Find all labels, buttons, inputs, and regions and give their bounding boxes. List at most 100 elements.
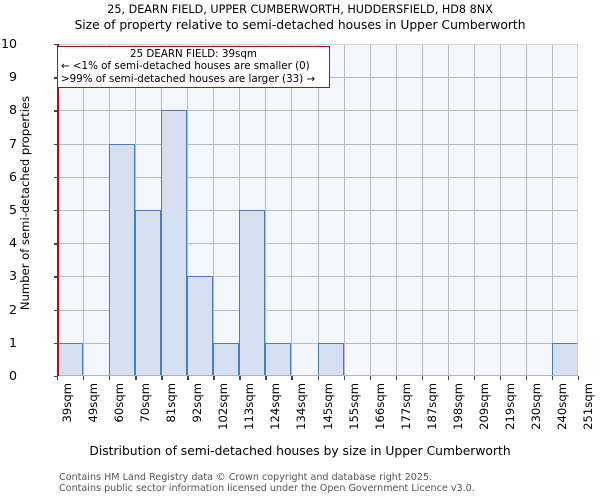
gridline-vertical <box>551 44 553 376</box>
x-tick-label: 70sqm <box>138 383 153 423</box>
y-tick-mark <box>53 376 57 378</box>
gridline-vertical <box>213 44 215 376</box>
y-tick-label: 6 <box>8 168 17 184</box>
x-tick-label: 166sqm <box>372 383 387 430</box>
gridline-horizontal <box>57 309 578 311</box>
histogram-bar <box>213 342 240 376</box>
x-tick-label: 145sqm <box>320 383 335 430</box>
y-tick-label: 10 <box>0 36 17 51</box>
annotation-larger-text: >99% of semi-detached houses are larger … <box>61 72 316 85</box>
gridline-vertical <box>525 44 527 376</box>
x-tick-label: 60sqm <box>112 383 127 423</box>
gridline-vertical <box>161 44 163 376</box>
y-tick-label: 4 <box>8 235 17 251</box>
annotation-title: 25 DEARN FIELD: 39sqm <box>130 48 257 60</box>
x-tick-label: 198sqm <box>450 383 465 430</box>
plot-area <box>57 44 578 376</box>
x-tick-mark <box>291 376 293 380</box>
x-tick-label: 102sqm <box>216 383 231 430</box>
gridline-horizontal <box>57 342 578 344</box>
x-tick-mark <box>473 376 476 380</box>
gridline-vertical <box>109 44 111 376</box>
x-tick-label: 219sqm <box>502 383 517 430</box>
x-tick-mark <box>499 376 502 380</box>
y-tick-label: 1 <box>8 334 17 350</box>
gridline-vertical <box>421 44 423 376</box>
y-tick-mark <box>53 342 57 345</box>
x-tick-label: 230sqm <box>528 383 543 430</box>
x-tick-mark <box>161 376 163 380</box>
gridline-vertical <box>447 44 449 376</box>
x-tick-label: 113sqm <box>242 383 257 430</box>
gridline-horizontal <box>57 143 578 145</box>
y-axis-label: Number of semi-detached properties <box>18 95 32 311</box>
x-tick-mark <box>265 376 267 380</box>
chart-title-block: 25, DEARN FIELD, UPPER CUMBERWORTH, HUDD… <box>0 2 600 34</box>
histogram-bar <box>161 110 188 376</box>
histogram-bar <box>135 210 162 376</box>
y-tick-label: 2 <box>8 301 17 317</box>
x-tick-mark <box>551 376 554 380</box>
y-tick-label: 5 <box>8 202 17 217</box>
y-tick-mark <box>53 176 57 179</box>
x-tick-mark <box>421 376 424 380</box>
x-tick-mark <box>239 376 241 380</box>
gridline-vertical <box>473 44 475 376</box>
x-tick-mark <box>343 376 345 380</box>
gridline-vertical <box>187 44 189 376</box>
gridline-horizontal <box>57 276 578 278</box>
gridline-vertical <box>369 44 371 376</box>
bar-layer <box>57 44 578 376</box>
y-tick-label: 8 <box>8 102 17 118</box>
x-tick-mark <box>525 376 528 380</box>
x-tick-label: 134sqm <box>294 383 309 430</box>
histogram-bar <box>551 342 578 376</box>
x-tick-label: 124sqm <box>268 383 283 430</box>
x-tick-mark <box>109 376 111 380</box>
gridline-vertical <box>291 44 293 376</box>
y-tick-mark <box>53 44 57 46</box>
x-tick-mark <box>57 376 59 380</box>
chart-title-secondary: Size of property relative to semi-detach… <box>74 18 526 32</box>
footer-line-2: Contains public sector information licen… <box>59 483 475 495</box>
y-tick-mark <box>53 276 57 278</box>
y-tick-label: 9 <box>8 69 17 85</box>
axis-spine-top <box>57 44 578 45</box>
y-tick-mark <box>53 77 57 79</box>
y-tick-label: 0 <box>8 368 17 383</box>
x-axis-label: Distribution of semi-detached houses by … <box>89 444 511 458</box>
x-tick-label: 251sqm <box>581 383 595 430</box>
y-tick-mark <box>53 143 57 145</box>
gridline-vertical <box>343 44 345 376</box>
gridline-vertical <box>135 44 137 376</box>
histogram-bar <box>265 342 292 376</box>
x-tick-label: 177sqm <box>398 383 413 430</box>
gridline-horizontal <box>57 110 578 112</box>
gridline-vertical <box>239 44 241 376</box>
x-tick-mark <box>317 376 319 380</box>
x-tick-mark <box>135 376 137 380</box>
histogram-bar <box>317 342 344 376</box>
axis-spine-left <box>57 44 59 376</box>
y-tick-mark <box>53 243 57 245</box>
spine-layer <box>57 44 578 376</box>
grid-layer <box>57 44 578 376</box>
y-tick-mark <box>53 110 57 112</box>
x-tick-label: 187sqm <box>424 383 439 430</box>
y-tick-mark <box>53 309 57 311</box>
y-tick-label: 7 <box>8 135 17 151</box>
axis-spine-right <box>577 44 578 376</box>
x-tick-mark <box>187 376 189 380</box>
gridline-vertical <box>265 44 267 376</box>
gridline-vertical <box>317 44 319 376</box>
gridline-horizontal <box>57 243 578 245</box>
footer-line-1: Contains HM Land Registry data © Crown c… <box>59 472 433 483</box>
x-tick-mark <box>447 376 450 380</box>
gridline-horizontal <box>57 176 578 178</box>
gridline-vertical <box>83 44 85 376</box>
x-tick-mark <box>83 376 85 380</box>
gridline-vertical <box>395 44 397 376</box>
x-tick-mark <box>369 376 371 380</box>
y-tick-mark <box>53 210 57 212</box>
